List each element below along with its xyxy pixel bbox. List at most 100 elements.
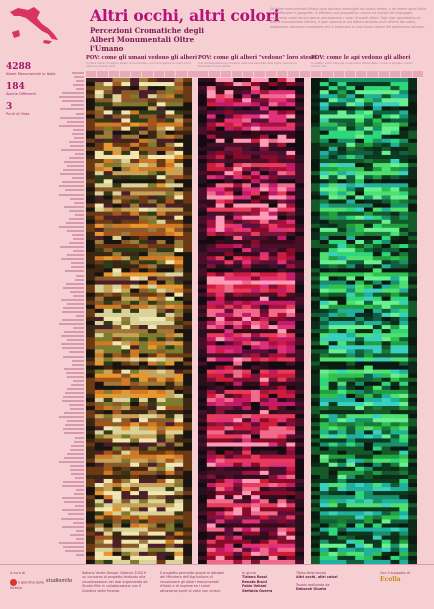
- heatmap-cell: [130, 406, 140, 411]
- heatmap-cell: [251, 235, 261, 241]
- heatmap-cell: [139, 393, 149, 399]
- heatmap-cell: [337, 82, 347, 87]
- heatmap-cell: [364, 487, 374, 492]
- heatmap-cell: [346, 187, 356, 192]
- heatmap-cell: [364, 442, 374, 447]
- heatmap-cell: [165, 462, 175, 468]
- heatmap-cell: [328, 357, 338, 362]
- heatmap-cell: [174, 82, 184, 87]
- heatmap-cell: [86, 495, 96, 500]
- heatmap-cell: [242, 531, 252, 536]
- heatmap-cell: [130, 511, 140, 516]
- heatmap-cell: [174, 130, 184, 135]
- heatmap-cell: [130, 223, 140, 229]
- heatmap-cell: [295, 138, 304, 144]
- heatmap-cell: [224, 410, 234, 415]
- heatmap-cell: [103, 248, 113, 253]
- heatmap-cell: [408, 519, 417, 524]
- heatmap-cell: [224, 183, 234, 188]
- heatmap-cell: [156, 414, 166, 419]
- heatmap-cell: [259, 207, 269, 212]
- heatmap-cell: [399, 227, 409, 233]
- heatmap-cell: [94, 138, 104, 144]
- heatmap-cell: [355, 321, 365, 326]
- heatmap-cell: [259, 280, 269, 285]
- heatmap-cell: [399, 98, 409, 103]
- heatmap-cell: [224, 349, 234, 354]
- heatmap-cell: [206, 94, 216, 99]
- heatmap-cell: [130, 90, 140, 95]
- heatmap-cell: [381, 292, 391, 297]
- heatmap-cell: [355, 551, 365, 557]
- heatmap-cell: [198, 559, 208, 564]
- heatmap-cell: [233, 308, 243, 314]
- heatmap-cell: [319, 442, 329, 447]
- heatmap-cell: [408, 235, 417, 241]
- heatmap-cell: [311, 195, 321, 200]
- heatmap-cell: [408, 159, 417, 164]
- heatmap-cell: [206, 150, 216, 156]
- heatmap-cell: [364, 296, 374, 302]
- heatmap-cell: [183, 539, 192, 545]
- heatmap-cell: [121, 203, 131, 208]
- heatmap-cell: [337, 203, 347, 208]
- heatmap-cell: [259, 288, 269, 293]
- heatmap-cell: [183, 527, 192, 532]
- heatmap-cell: [103, 446, 113, 451]
- heatmap-cell: [224, 207, 234, 212]
- heatmap-cell: [295, 361, 304, 366]
- heatmap-cell: [130, 357, 140, 362]
- heatmap-cell: [251, 357, 261, 362]
- heatmap-cell: [399, 511, 409, 516]
- heatmap-cell: [242, 142, 252, 148]
- heatmap-cell: [408, 312, 417, 318]
- heatmap-cell: [346, 385, 356, 391]
- heatmap-cell: [233, 539, 243, 545]
- heatmap-cell: [346, 203, 356, 208]
- heatmap-cell: [295, 171, 304, 176]
- heatmap-cell: [390, 300, 400, 306]
- heatmap-cell: [259, 215, 269, 221]
- heatmap-cell: [94, 357, 104, 362]
- heatmap-cell: [206, 353, 216, 358]
- heatmap-cell: [268, 118, 278, 123]
- heatmap-cell: [408, 308, 417, 314]
- heatmap-cell: [390, 191, 400, 196]
- heatmap-cell: [259, 183, 269, 188]
- heatmap-cell: [103, 434, 113, 439]
- heatmap-cell: [399, 515, 409, 520]
- heatmap-cell: [259, 118, 269, 123]
- heatmap-cell: [277, 503, 287, 508]
- heatmap-cell: [408, 430, 417, 435]
- heatmap-cell: [390, 130, 400, 135]
- heatmap-cell: [242, 430, 252, 435]
- heatmap-cell: [147, 304, 157, 310]
- heatmap-cell: [183, 138, 192, 144]
- heatmap-cell: [165, 256, 175, 261]
- heatmap-cell: [328, 474, 338, 480]
- heatmap-cell: [295, 82, 304, 87]
- heatmap-cell: [130, 195, 140, 200]
- heatmap-cell: [311, 329, 321, 334]
- heatmap-cell: [174, 98, 184, 103]
- heatmap-cell: [251, 300, 261, 306]
- heatmap-cell: [86, 110, 96, 115]
- heatmap-cell: [381, 341, 391, 346]
- heatmap-cell: [251, 264, 261, 269]
- heatmap-cell: [372, 134, 382, 140]
- heatmap-cell: [408, 527, 417, 532]
- heatmap-cell: [233, 353, 243, 358]
- heatmap-cell: [399, 442, 409, 447]
- heatmap-cell: [198, 203, 208, 208]
- heatmap-cell: [174, 304, 184, 310]
- heatmap-cell: [251, 495, 261, 500]
- heatmap-cell: [408, 547, 417, 553]
- heatmap-cell: [259, 300, 269, 306]
- heatmap-cell: [156, 329, 166, 334]
- heatmap-cell: [268, 418, 278, 423]
- heatmap-cell: [94, 163, 104, 168]
- heatmap-cell: [198, 195, 208, 200]
- heatmap-cell: [259, 276, 269, 281]
- heatmap-cell: [206, 474, 216, 480]
- heatmap-cell: [94, 211, 104, 216]
